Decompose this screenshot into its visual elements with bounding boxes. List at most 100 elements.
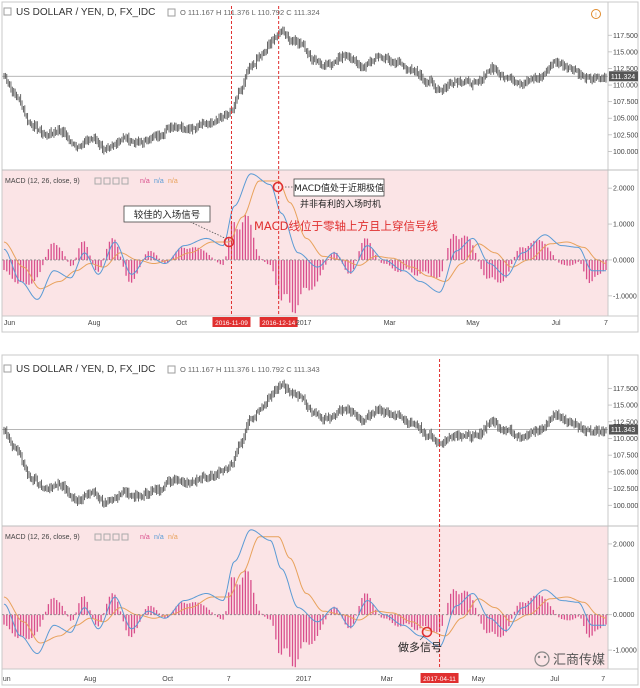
macd-label: MACD (12, 26, close, 9) (5, 534, 80, 541)
price-tick-label: 107.500 (613, 453, 638, 460)
entry-point-marker (223, 236, 235, 248)
time-label: 7 (227, 676, 231, 683)
time-label: Aug (84, 676, 97, 683)
macd-label: MACD (12, 26, close, 9) (5, 178, 80, 185)
price-tick-label: 110.000 (613, 83, 638, 90)
last-price-value: 111.343 (611, 427, 635, 434)
price-tick-label: 112.500 (613, 419, 638, 426)
macd-zone (2, 526, 608, 669)
price-tick-label: 117.500 (613, 33, 638, 40)
time-axis: Jun Aug Oct 2017 Mar May Jul 7 (4, 320, 608, 327)
symbol-title: US DOLLAR / YEN, D, FX_IDC (16, 7, 155, 18)
peak-callout (293, 178, 385, 197)
time-label: May (466, 320, 480, 327)
price-tick-label: 117.500 (613, 386, 638, 393)
price-tick-label: 110.000 (613, 436, 638, 443)
macd-axis: 2.0000 1.0000 0.0000 -1.0000 (608, 186, 637, 300)
settings-icon[interactable] (167, 365, 176, 374)
macd-line (3, 173, 606, 300)
date-marker-badge (212, 317, 251, 327)
macd-tick-label: 2.0000 (613, 541, 635, 548)
date-marker-label: 2017-04-11 (423, 676, 456, 683)
signal-line-na: n/a (168, 178, 178, 185)
long-signal-text: 做多信号 (398, 640, 442, 654)
wechat-icon (534, 651, 550, 667)
macd-hist-na: n/a (140, 534, 150, 541)
date-markers: 2016-11-09 2016-12-14 (212, 6, 298, 327)
collapse-icon[interactable] (3, 7, 12, 16)
long-signal-marker (421, 626, 433, 638)
date-marker-badge (259, 317, 298, 327)
macd-tick-label: -1.0000 (613, 293, 637, 300)
time-label: 7 (604, 320, 608, 327)
macd-settings-icons[interactable] (94, 177, 129, 185)
price-bars (3, 379, 607, 508)
time-label: Jul (552, 320, 561, 327)
time-label: May (472, 676, 486, 683)
time-label: Aug (88, 320, 101, 327)
settings-icon[interactable] (167, 8, 176, 17)
last-price-badge (609, 424, 638, 435)
svg-text:!: ! (595, 13, 597, 19)
price-tick-label: 112.500 (613, 66, 638, 73)
macd-tick-label: 1.0000 (613, 577, 635, 584)
price-tick-label: 102.500 (613, 132, 638, 139)
time-label: Jun (4, 320, 15, 327)
ohlc-readout: O 111.167 H 111.376 L 110.792 C 111.324 (180, 8, 320, 17)
price-tick-label: 100.000 (613, 503, 638, 510)
price-tick-label: 105.000 (613, 116, 638, 123)
date-marker-label: 2016-12-14 (262, 320, 296, 327)
macd-line-na: n/a (154, 534, 164, 541)
time-label: Mar (381, 676, 394, 683)
watermark: 汇商传媒 (534, 651, 605, 668)
last-price-badge (609, 71, 638, 82)
date-marker-badge (420, 673, 459, 683)
time-label: un (3, 676, 11, 683)
entry-callout-text: 较佳的入场信号 (134, 209, 201, 221)
time-axis: un Aug Oct 7 2017 Mar May Jul 7 (3, 676, 605, 683)
price-tick-label: 107.500 (613, 99, 638, 106)
signal-line (3, 536, 607, 644)
time-label: Oct (176, 320, 187, 327)
macd-line-na: n/a (154, 178, 164, 185)
time-label: 2017 (296, 676, 312, 683)
peak-subtext: 并非有利的入场时机 (300, 198, 381, 210)
panel-border (1, 354, 639, 686)
peak-callout-text: MACD值处于近期极值 (294, 182, 384, 194)
price-tick-label: 100.000 (613, 149, 638, 156)
price-tick-label: 115.000 (613, 49, 638, 56)
macd-tick-label: 2.0000 (613, 186, 635, 193)
time-label: 7 (601, 676, 605, 683)
macd-indicator (3, 529, 607, 668)
time-label: Oct (162, 676, 173, 683)
time-label: Mar (384, 320, 397, 327)
top-chart-panel: 117.500 115.000 112.500 110.000 107.500 105.0… (1, 1, 639, 333)
price-tick-label: 105.000 (613, 469, 638, 476)
macd-line (3, 529, 606, 655)
time-label: 2017 (296, 320, 312, 327)
symbol-title: US DOLLAR / YEN, D, FX_IDC (16, 364, 155, 375)
price-axis: 117.500 115.000 112.500 110.000 107.500 105.0… (608, 386, 638, 510)
alert-icon[interactable] (591, 9, 601, 19)
macd-settings-icons[interactable] (94, 533, 129, 541)
time-label: Jul (550, 676, 559, 683)
price-tick-label: 115.000 (613, 403, 638, 410)
price-tick-label: 102.500 (613, 486, 638, 493)
collapse-icon[interactable] (3, 364, 12, 373)
bottom-chart-panel: 117.500 115.000 112.500 110.000 107.500 105.0… (1, 354, 639, 686)
macd-hist-na: n/a (140, 178, 150, 185)
panel-border (1, 1, 639, 333)
macd-tick-label: 0.0000 (613, 257, 635, 264)
macd-tick-label: 0.0000 (613, 612, 635, 619)
signal-line-na: n/a (168, 534, 178, 541)
entry-callout (123, 205, 211, 223)
date-markers: 2017-04-11 (420, 359, 459, 683)
date-marker-label: 2016-11-09 (215, 320, 248, 327)
macd-tick-label: -1.0000 (613, 648, 637, 655)
watermark-text: 汇商传媒 (553, 653, 605, 668)
price-axis: 117.500 115.000 112.500 110.000 107.500 105.0… (608, 33, 638, 156)
macd-axis: 2.0000 1.0000 0.0000 -1.0000 (608, 541, 637, 655)
last-price-value: 111.324 (611, 74, 635, 81)
signal-line (3, 180, 607, 290)
